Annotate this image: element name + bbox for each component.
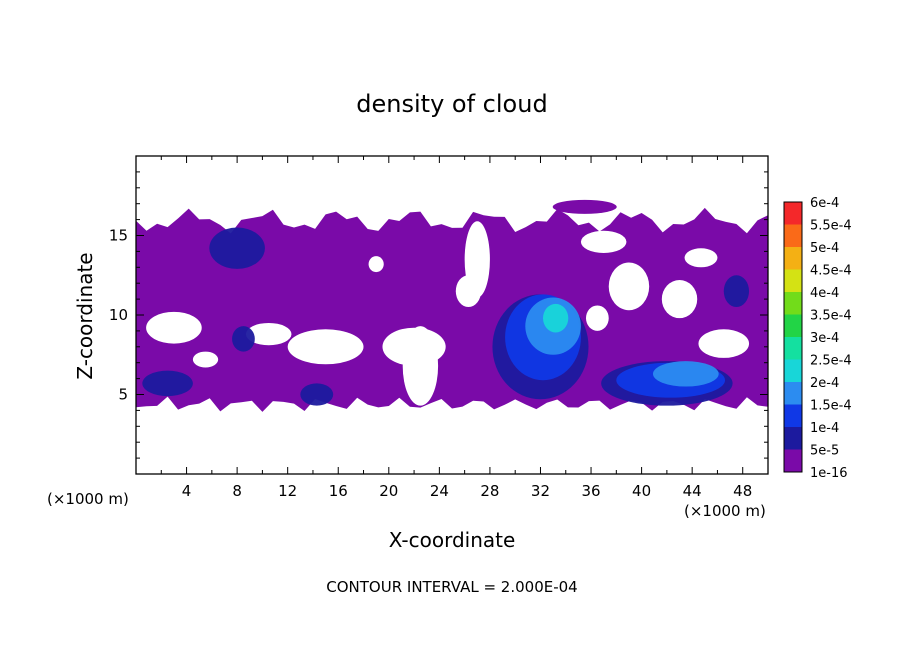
colorbar-frame xyxy=(783,201,803,473)
colorbar-swatch xyxy=(784,359,802,382)
density-level-3-region xyxy=(652,361,719,387)
x-tick-label: 12 xyxy=(278,482,297,500)
clear-air-gap xyxy=(661,280,698,319)
colorbar-label: 1e-16 xyxy=(810,466,848,481)
clear-air-gap xyxy=(146,311,202,344)
clear-air-gap xyxy=(455,275,482,308)
density-level-1-region xyxy=(142,370,193,397)
colorbar-swatch xyxy=(784,382,802,405)
x-tick-label: 36 xyxy=(581,482,600,500)
colorbar-label: 3e-4 xyxy=(810,331,839,346)
density-level-1-region xyxy=(209,227,265,269)
y-tick-label: 5 xyxy=(118,386,128,404)
density-level-1-region xyxy=(723,275,750,308)
y-tick-label: 15 xyxy=(109,227,128,245)
x-tick-label: 48 xyxy=(733,482,752,500)
colorbar-swatch xyxy=(784,224,802,247)
x-tick-label: 40 xyxy=(632,482,651,500)
x-tick-label: 24 xyxy=(430,482,449,500)
colorbar-swatch xyxy=(784,314,802,337)
x-tick-label: 16 xyxy=(329,482,348,500)
cloud-deck xyxy=(136,207,768,412)
colorbar-label: 4.5e-4 xyxy=(810,264,852,279)
colorbar-swatch xyxy=(784,449,802,472)
clear-air-gap xyxy=(684,248,718,268)
colorbar-label: 5e-5 xyxy=(810,444,839,459)
clear-air-gap xyxy=(698,329,750,358)
clear-air-gap xyxy=(608,262,650,311)
x-unit-label-left: (×1000 m) xyxy=(47,490,129,508)
x-tick-label: 44 xyxy=(683,482,702,500)
colorbar-swatch xyxy=(784,404,802,427)
y-tick-label: 10 xyxy=(109,306,128,324)
plot-area xyxy=(136,199,768,412)
colorbar-swatch xyxy=(784,247,802,270)
y-axis: 5 10 15 xyxy=(109,171,768,459)
chart-title: density of cloud xyxy=(356,90,547,118)
clear-air-gap xyxy=(585,305,609,331)
colorbar-label: 6e-4 xyxy=(810,196,839,211)
colorbar-label: 4e-4 xyxy=(810,286,839,301)
colorbar-swatch xyxy=(784,427,802,450)
colorbar-label: 1.5e-4 xyxy=(810,399,852,414)
colorbar-label: 2.5e-4 xyxy=(810,354,852,369)
x-tick-label: 4 xyxy=(182,482,192,500)
x-unit-label-right: (×1000 m) xyxy=(684,502,766,520)
colorbar-swatch xyxy=(784,337,802,360)
x-tick-label: 20 xyxy=(379,482,398,500)
x-tick-label: 28 xyxy=(480,482,499,500)
cloud-base-layer xyxy=(136,199,768,412)
colorbar-label: 2e-4 xyxy=(810,376,839,391)
y-axis-label: Z-coordinate xyxy=(73,252,97,379)
colorbar-label: 3.5e-4 xyxy=(810,309,852,324)
density-level-1-region xyxy=(300,383,334,406)
clear-air-gap xyxy=(287,329,364,365)
cloud-top-bump xyxy=(552,199,617,214)
clear-air-gap xyxy=(245,322,292,346)
colorbar-label: 1e-4 xyxy=(810,421,839,436)
clear-air-gap xyxy=(368,256,384,273)
clear-air-gap xyxy=(192,351,219,368)
x-axis-label: X-coordinate xyxy=(389,528,516,552)
density-level-1-region xyxy=(232,326,255,352)
colorbar-swatch xyxy=(784,202,802,225)
x-tick-label: 32 xyxy=(531,482,550,500)
clear-air-gap xyxy=(382,327,446,366)
clear-air-gap xyxy=(580,230,627,253)
contour-interval-footer: CONTOUR INTERVAL = 2.000E-04 xyxy=(326,578,577,596)
colorbar-label: 5.5e-4 xyxy=(810,219,852,234)
x-axis: 4 8 12 16 20 24 28 32 36 40 44 48 xyxy=(160,156,752,500)
cloud-contour-levels xyxy=(142,227,750,406)
colorbar-label: 5e-4 xyxy=(810,241,839,256)
x-tick-label: 8 xyxy=(232,482,242,500)
colorbar-swatch xyxy=(784,269,802,292)
colorbar: 1e-16 5e-5 1e-4 1.5e-4 2e-4 2.5e-4 3e-4 3.5e-4 4… xyxy=(783,196,852,481)
density-level-4-region xyxy=(543,303,569,333)
colorbar-swatch xyxy=(784,292,802,315)
